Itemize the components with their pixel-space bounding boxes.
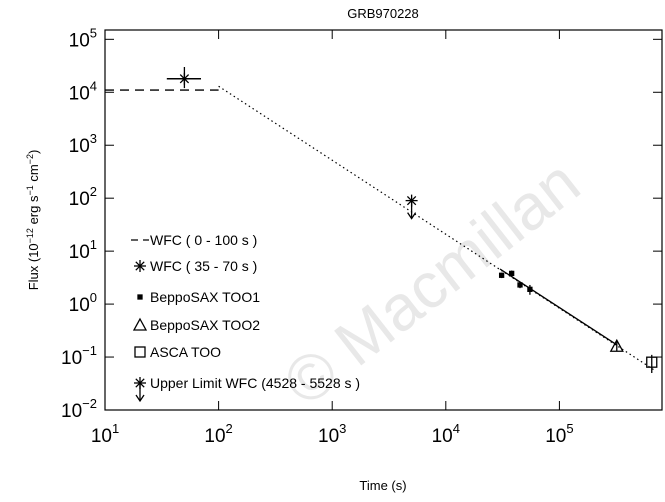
legend-label: BeppoSAX TOO1: [150, 289, 260, 305]
dot-marker: [509, 270, 515, 277]
y-tick-label: 105: [69, 25, 97, 51]
y-tick-exp: −2: [82, 396, 97, 411]
star-marker: [134, 260, 146, 272]
y-axis-label: Flux (10−12 erg s−1 cm−2): [25, 150, 41, 291]
y-label-part: erg s: [26, 195, 41, 228]
y-label-part: −2: [25, 154, 35, 164]
x-tick-exp: 5: [566, 421, 573, 436]
y-label-part: Flux (10: [26, 243, 41, 290]
fit-line: [499, 268, 618, 346]
y-tick-label: 101: [69, 237, 97, 263]
legend-label: BeppoSAX TOO2: [150, 317, 260, 333]
star-stroke: [179, 74, 190, 84]
x-tick-base: 10: [318, 426, 339, 447]
y-tick-exp: 1: [90, 237, 97, 252]
y-tick-exp: 4: [90, 78, 97, 93]
y-tick-base: 10: [69, 295, 90, 316]
arrow-head: [135, 394, 145, 403]
x-tick-base: 10: [91, 426, 112, 447]
legend-label: WFC ( 0 - 100 s ): [150, 232, 257, 248]
triangle-marker: [609, 338, 624, 352]
square-marker: [646, 356, 658, 368]
arrow-head: [407, 212, 417, 220]
fit-line: [218, 85, 656, 372]
y-label-part: −12: [25, 228, 35, 243]
star-marker: [134, 377, 146, 403]
dot-marker: [137, 294, 143, 300]
y-tick-base: 10: [69, 136, 90, 157]
chart-title: GRB970228: [347, 6, 419, 21]
x-tick-label: 102: [204, 421, 232, 447]
y-tick-exp: 3: [90, 131, 97, 146]
legend-label: WFC ( 35 - 70 s ): [150, 258, 257, 274]
x-tick-label: 101: [91, 421, 119, 447]
y-tick-base: 10: [69, 189, 90, 210]
y-tick-label: 104: [69, 78, 97, 104]
dot-marker: [498, 272, 505, 278]
y-label-part: cm: [26, 164, 41, 185]
y-tick-exp: −1: [82, 343, 97, 358]
triangle-marker: [132, 317, 148, 331]
y-tick-base: 10: [69, 30, 90, 51]
x-tick-label: 103: [318, 421, 346, 447]
legend-label: Upper Limit WFC (4528 - 5528 s ): [150, 375, 360, 391]
x-tick-exp: 3: [339, 421, 346, 436]
star-marker: [405, 194, 418, 220]
x-tick-exp: 4: [453, 421, 460, 436]
y-tick-label: 102: [69, 184, 97, 210]
x-tick-exp: 1: [112, 421, 119, 436]
dot-marker: [517, 282, 523, 288]
y-label-part: ): [26, 150, 41, 154]
dot-marker: [527, 286, 533, 292]
x-tick-label: 105: [545, 421, 573, 447]
legend-label: ASCA TOO: [150, 344, 221, 360]
x-tick-base: 10: [545, 426, 566, 447]
y-tick-base: 10: [69, 83, 90, 104]
y-tick-exp: 5: [90, 25, 97, 40]
y-tick-exp: 2: [90, 184, 97, 199]
y-tick-base: 10: [61, 401, 82, 422]
square-marker: [134, 346, 146, 358]
y-tick-exp: 0: [90, 290, 97, 305]
y-tick-base: 10: [69, 242, 90, 263]
star-stroke: [135, 261, 145, 271]
y-tick-base: 10: [61, 348, 82, 369]
y-tick-label: 10−1: [61, 343, 97, 369]
y-tick-label: 10−2: [61, 396, 97, 422]
y-tick-label: 103: [69, 131, 97, 157]
star-marker: [178, 72, 191, 85]
x-axis-label: Time (s): [359, 478, 406, 493]
x-tick-base: 10: [204, 426, 225, 447]
x-tick-label: 104: [432, 421, 460, 447]
plot-frame: [104, 29, 663, 411]
y-label-part: −1: [25, 185, 35, 195]
x-tick-base: 10: [432, 426, 453, 447]
y-tick-label: 100: [69, 290, 97, 316]
x-tick-exp: 2: [226, 421, 233, 436]
